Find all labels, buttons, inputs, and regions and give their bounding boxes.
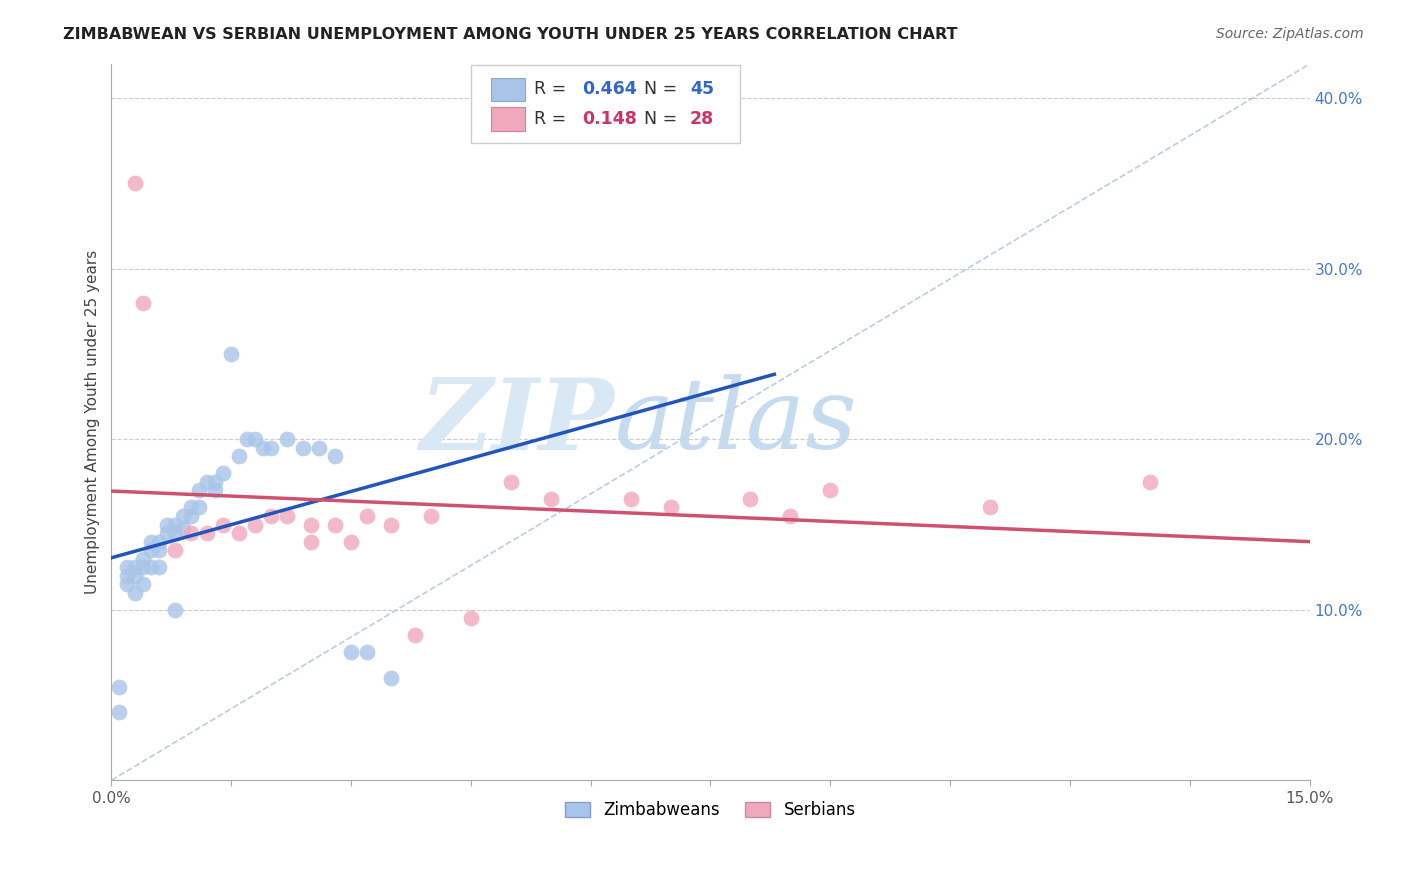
Point <box>148 543 170 558</box>
Point <box>276 432 298 446</box>
Point <box>252 441 274 455</box>
Point <box>148 560 170 574</box>
Point <box>165 517 187 532</box>
Point <box>260 508 283 523</box>
Point <box>299 534 322 549</box>
Point <box>141 560 163 574</box>
Text: 0.464: 0.464 <box>582 80 637 98</box>
Point <box>165 526 187 541</box>
Point <box>323 450 346 464</box>
Point <box>308 441 330 455</box>
Text: N =: N = <box>633 110 682 128</box>
Point <box>260 441 283 455</box>
Point <box>380 517 402 532</box>
FancyBboxPatch shape <box>491 107 524 130</box>
Point <box>356 645 378 659</box>
Text: atlas: atlas <box>614 375 858 470</box>
Text: 28: 28 <box>690 110 714 128</box>
Point <box>243 517 266 532</box>
Point <box>132 295 155 310</box>
Text: R =: R = <box>534 110 572 128</box>
Point <box>132 551 155 566</box>
Point <box>124 560 146 574</box>
Point <box>740 491 762 506</box>
Point <box>180 526 202 541</box>
Y-axis label: Unemployment Among Youth under 25 years: Unemployment Among Youth under 25 years <box>86 250 100 594</box>
Point <box>124 568 146 582</box>
Text: ZIP: ZIP <box>419 374 614 470</box>
Point <box>108 705 131 719</box>
Text: 0.148: 0.148 <box>582 110 637 128</box>
Point <box>1139 475 1161 489</box>
Point <box>212 467 235 481</box>
Point <box>204 483 226 498</box>
Point <box>243 432 266 446</box>
FancyBboxPatch shape <box>491 78 524 102</box>
Point <box>195 475 218 489</box>
Point <box>299 517 322 532</box>
Point <box>499 475 522 489</box>
Point <box>212 517 235 532</box>
Point <box>659 500 682 515</box>
Point <box>460 611 482 625</box>
Point <box>141 534 163 549</box>
Point <box>172 508 194 523</box>
Legend: Zimbabweans, Serbians: Zimbabweans, Serbians <box>558 795 862 826</box>
Point <box>180 500 202 515</box>
Point <box>195 526 218 541</box>
Point <box>323 517 346 532</box>
Point <box>117 577 139 591</box>
Point <box>188 500 211 515</box>
Point <box>228 526 250 541</box>
Point <box>165 603 187 617</box>
Text: Source: ZipAtlas.com: Source: ZipAtlas.com <box>1216 27 1364 41</box>
Point <box>820 483 842 498</box>
Point <box>340 645 363 659</box>
FancyBboxPatch shape <box>471 65 741 143</box>
Point <box>180 508 202 523</box>
Point <box>124 177 146 191</box>
Point <box>132 577 155 591</box>
Point <box>404 628 426 642</box>
Point <box>228 450 250 464</box>
Point <box>340 534 363 549</box>
Text: N =: N = <box>633 80 682 98</box>
Point <box>292 441 315 455</box>
Point <box>236 432 259 446</box>
Point <box>620 491 643 506</box>
Point <box>188 483 211 498</box>
Point <box>779 508 801 523</box>
Point <box>979 500 1001 515</box>
Point <box>540 491 562 506</box>
Point <box>156 526 179 541</box>
Point <box>276 508 298 523</box>
Text: 45: 45 <box>690 80 714 98</box>
Point <box>108 680 131 694</box>
Point <box>219 347 242 361</box>
Point <box>356 508 378 523</box>
Text: R =: R = <box>534 80 572 98</box>
Point <box>117 568 139 582</box>
Point <box>419 508 441 523</box>
Point <box>124 585 146 599</box>
Point <box>148 534 170 549</box>
Point <box>132 560 155 574</box>
Point <box>380 671 402 685</box>
Point <box>156 517 179 532</box>
Point <box>165 543 187 558</box>
Text: ZIMBABWEAN VS SERBIAN UNEMPLOYMENT AMONG YOUTH UNDER 25 YEARS CORRELATION CHART: ZIMBABWEAN VS SERBIAN UNEMPLOYMENT AMONG… <box>63 27 957 42</box>
Point <box>141 543 163 558</box>
Point <box>204 475 226 489</box>
Point <box>117 560 139 574</box>
Point <box>172 521 194 535</box>
